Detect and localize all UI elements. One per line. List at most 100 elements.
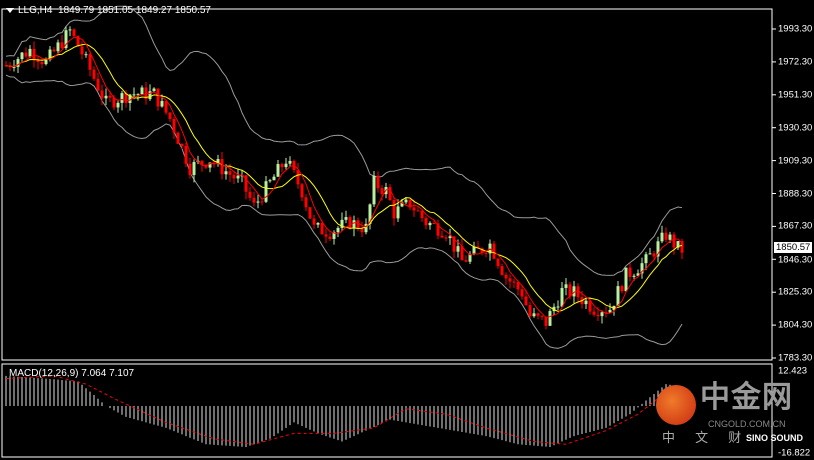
candle-body (584, 300, 588, 305)
candle-body (176, 132, 180, 144)
candle-body (36, 60, 40, 63)
y-tick-label: 1993.30 (778, 23, 813, 35)
y-tick-label: 1888.30 (778, 188, 813, 199)
y-tick-label: 1783.30 (778, 352, 813, 364)
candle-body (352, 220, 356, 229)
macd-label: MACD(12,26,9) 7.064 7.107 (9, 368, 134, 380)
candle-body (616, 286, 620, 306)
watermark-url: CNGOLD.COM.CN (708, 419, 786, 429)
candle-body (464, 260, 468, 262)
y-axis-ticks (772, 28, 776, 359)
candle-body (208, 162, 212, 168)
candle-body (280, 164, 284, 168)
candle-body (564, 284, 568, 288)
candle-body (284, 163, 288, 168)
candle-body (544, 316, 548, 326)
ohlc-close: 1850.57 (174, 5, 211, 16)
candle-body (16, 59, 20, 67)
candle-body (632, 275, 636, 277)
candle-body (432, 222, 436, 224)
candle-body (248, 191, 252, 198)
candle-body (604, 312, 608, 314)
candle-body (96, 78, 100, 91)
candle-body (676, 241, 680, 248)
candle-body (268, 180, 272, 182)
candle-body (32, 48, 36, 61)
candle-body (484, 252, 488, 254)
candle-body (172, 118, 176, 133)
candle-body (168, 112, 172, 119)
y-tick-label: 1804.30 (778, 319, 813, 331)
macd-name: MACD(12,26,9) (9, 368, 79, 379)
main-panel-border (1, 8, 773, 361)
candle-body (60, 42, 64, 49)
candle-body (380, 188, 384, 195)
candles (4, 26, 684, 330)
dropdown-triangle-icon[interactable] (6, 7, 14, 13)
lower-band (5, 74, 683, 349)
candle-body (388, 187, 392, 201)
ohlc-open: 1849.79 (58, 5, 95, 16)
candle-body (448, 236, 452, 239)
candle-body (256, 201, 260, 203)
candle-body (360, 228, 364, 233)
candle-body (668, 234, 672, 240)
candle-body (52, 49, 56, 52)
candle-body (48, 49, 52, 60)
candle-body (112, 97, 116, 108)
candle-body (480, 248, 484, 253)
candle-body (560, 287, 564, 307)
candle-body (376, 175, 380, 189)
candle-body (188, 163, 192, 176)
candle-body (444, 237, 448, 239)
candle-body (192, 162, 196, 176)
moving-averages (5, 36, 683, 319)
candle-body (628, 267, 632, 277)
candle-body (660, 232, 664, 242)
current-price-label: 1850.57 (774, 242, 813, 253)
candle-body (144, 87, 148, 100)
candle-body (344, 217, 348, 220)
ma-slow-line (5, 43, 683, 312)
candle-body (148, 91, 152, 100)
candle-body (576, 286, 580, 298)
candle-body (424, 218, 428, 226)
candle-body (184, 145, 188, 164)
candle-body (260, 201, 264, 203)
candle-body (452, 236, 456, 252)
candle-body (164, 101, 168, 113)
candle-body (600, 312, 604, 317)
y-tick-label: 1867.30 (778, 220, 813, 232)
candle-body (72, 29, 76, 36)
candle-body (436, 223, 440, 236)
candle-body (368, 204, 372, 224)
macd-signal-line (5, 375, 683, 445)
candle-body (624, 267, 628, 292)
watermark-logo: 中金网 CNGOLD.COM.CN 中 文 财 SINO SOUND (656, 379, 803, 449)
y-tick-label: 1825.30 (778, 286, 813, 298)
candle-body (228, 171, 232, 175)
candle-body (508, 278, 512, 282)
candle-body (308, 207, 312, 219)
candle-body (608, 309, 612, 313)
y-tick-label: 1972.30 (778, 56, 813, 68)
candle-body (336, 227, 340, 233)
candle-body (236, 175, 240, 179)
candle-body (680, 241, 684, 253)
candle-body (588, 300, 592, 312)
candle-body (340, 219, 344, 228)
candle-body (220, 159, 224, 175)
candle-body (300, 184, 304, 198)
candle-body (400, 202, 404, 207)
candle-body (412, 207, 416, 211)
y-tick-label: 1846.30 (778, 254, 813, 266)
candle-body (512, 281, 516, 283)
candle-body (12, 66, 16, 68)
candle-body (244, 175, 248, 192)
candle-body (396, 206, 400, 219)
candle-body (428, 222, 432, 226)
candle-body (240, 175, 244, 177)
candle-body (652, 253, 656, 257)
candle-body (540, 315, 544, 317)
